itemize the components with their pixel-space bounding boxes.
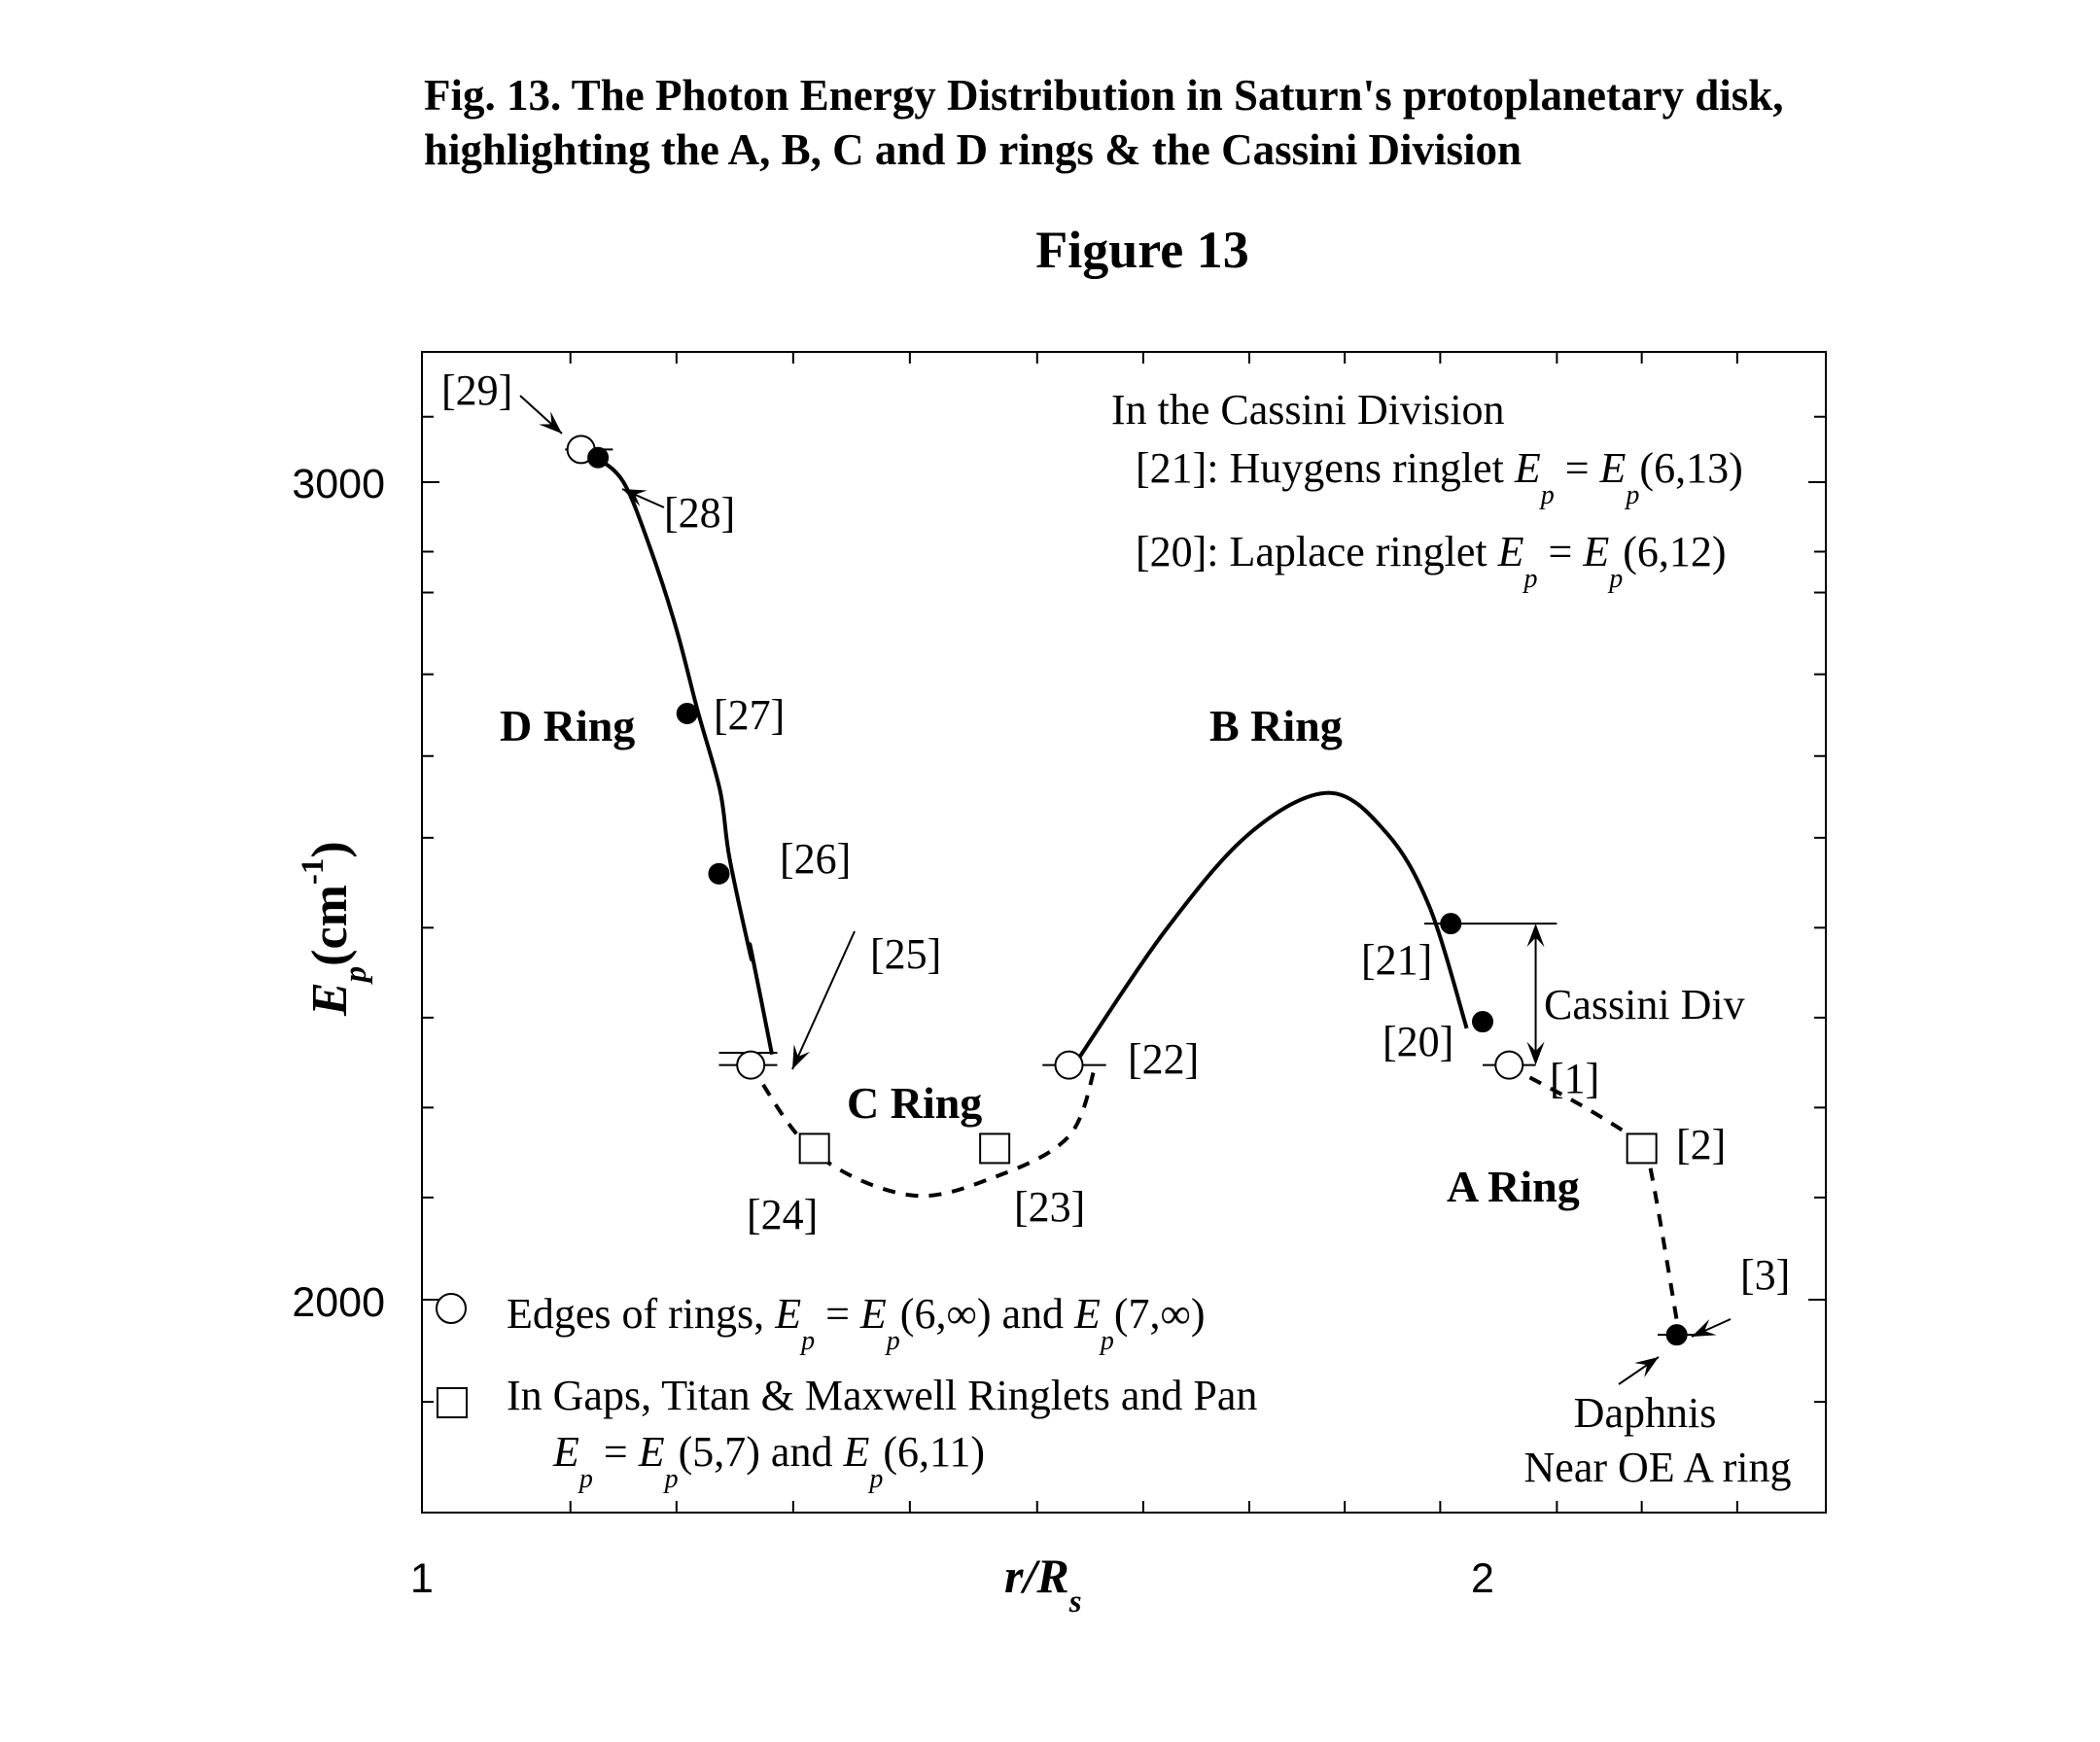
cassini-heading: In the Cassini Division — [1111, 386, 1505, 434]
cassini-div-label: Cassini Div — [1544, 981, 1745, 1028]
point-label-1: [1] — [1550, 1055, 1599, 1102]
marker-2 — [1626, 1132, 1658, 1165]
B-ring-curve — [1072, 790, 1469, 1066]
pointer-28-head — [622, 489, 648, 506]
y-tick-label-2000: 2000 — [292, 1279, 385, 1326]
daphnis-sub-label: Near OE A ring — [1524, 1444, 1792, 1491]
legend: Edges of rings, Ep = Ep(6,∞) and Ep(7,∞)… — [436, 1290, 1257, 1494]
pointer-25-head — [792, 1044, 811, 1069]
plot-frame — [421, 351, 1827, 1514]
cassini-arrow-top-head — [1526, 923, 1545, 948]
legend-open-square-icon — [437, 1387, 468, 1418]
figure-title: Figure 13 — [1035, 221, 1249, 279]
marker-27 — [676, 703, 698, 725]
point-label-23: [23] — [1014, 1183, 1085, 1231]
marker-20 — [1472, 1011, 1493, 1033]
y-axis-label: Ep(cm-1) — [296, 841, 373, 1017]
point-label-25: [25] — [870, 930, 941, 978]
marker-28 — [587, 446, 610, 469]
legend-entry-gaps: In Gaps, Titan & Maxwell Ringlets and Pa… — [507, 1372, 1257, 1419]
axis-ticks — [422, 352, 1826, 1513]
marker-23 — [979, 1132, 1011, 1165]
marker-25 — [736, 1050, 766, 1080]
y-tick-label-3000: 3000 — [292, 461, 385, 507]
pointer-3-head — [1692, 1318, 1717, 1337]
cassini-arrow-bottom-head — [1526, 1041, 1545, 1065]
laplace-ringlet-label: [20]: Laplace ringlet Ep = Ep(6,12) — [1136, 528, 1727, 594]
point-label-2: [2] — [1676, 1121, 1726, 1168]
point-label-21: [21] — [1361, 936, 1432, 984]
markers — [566, 435, 1688, 1346]
point-label-26: [26] — [780, 835, 851, 883]
marker-21 — [1440, 913, 1462, 935]
legend-entry-gaps-formula: Ep = Ep(5,7) and Ep(6,11) — [552, 1428, 985, 1494]
b-ring-label: B Ring — [1209, 701, 1343, 750]
marker-3 — [1665, 1324, 1688, 1346]
point-label-3: [3] — [1740, 1251, 1790, 1299]
point-label-27: [27] — [714, 691, 785, 739]
marker-22 — [1054, 1050, 1084, 1080]
D-ring-curve — [595, 456, 774, 1056]
pointer-29-head — [539, 411, 562, 434]
point-label-29: [29] — [441, 366, 512, 414]
point-label-28: [28] — [664, 489, 735, 537]
x-axis-label: r/Rs — [1004, 1549, 1082, 1620]
point-label-20: [20] — [1382, 1018, 1453, 1065]
x-tick-label-1: 1 — [410, 1555, 434, 1602]
x-tick-label-2: 2 — [1471, 1555, 1494, 1602]
a-ring-label: A Ring — [1447, 1162, 1580, 1211]
pointer-25-shaft — [791, 930, 856, 1070]
point-label-24: [24] — [747, 1191, 818, 1238]
c-ring-label: C Ring — [847, 1078, 982, 1128]
legend-open-circle-icon — [436, 1293, 467, 1324]
point-label-22: [22] — [1128, 1035, 1199, 1083]
marker-1 — [1494, 1050, 1524, 1080]
legend-entry-edges: Edges of rings, Ep = Ep(6,∞) and Ep(7,∞) — [507, 1290, 1206, 1356]
marker-24 — [798, 1132, 830, 1165]
marker-26 — [708, 862, 730, 885]
figure-caption: Fig. 13. The Photon Energy Distribution … — [424, 71, 1784, 174]
daphnis-label: Daphnis — [1574, 1389, 1717, 1437]
pointer-daphnis-head — [1634, 1357, 1659, 1377]
huygens-ringlet-label: [21]: Huygens ringlet Ep = Ep(6,13) — [1136, 444, 1743, 510]
d-ring-label: D Ring — [500, 701, 635, 750]
